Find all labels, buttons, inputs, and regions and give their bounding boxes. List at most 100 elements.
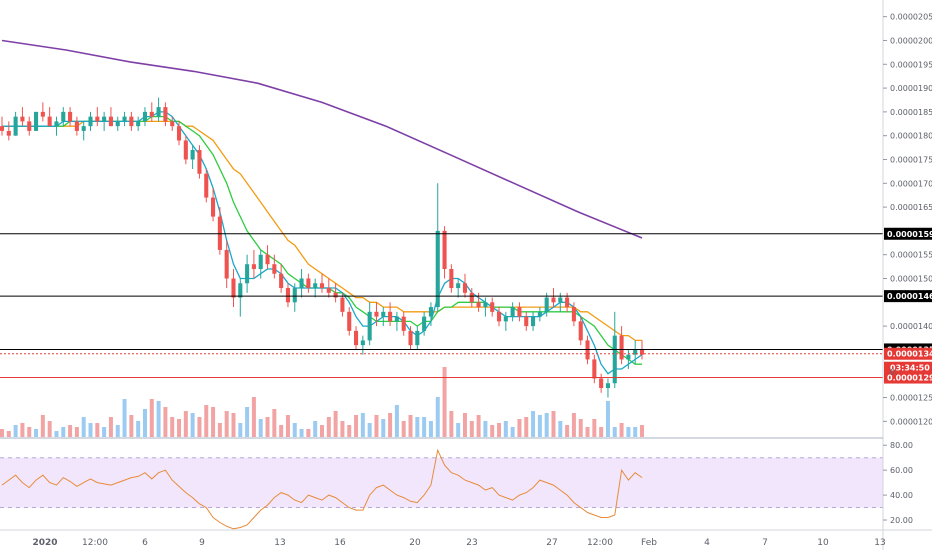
candle-body xyxy=(149,111,154,117)
volume-bar xyxy=(149,399,154,437)
candle-body xyxy=(224,249,229,279)
volume-bar xyxy=(74,427,79,437)
volume-bar xyxy=(170,417,175,437)
volume-bar xyxy=(265,417,270,437)
volume-bar xyxy=(142,409,147,437)
volume-bar xyxy=(537,415,542,437)
time-tick-label: 23 xyxy=(466,538,477,548)
rsi-tick-label: 40.00 xyxy=(890,491,913,500)
volume-bar xyxy=(122,399,127,437)
time-tick-label: 9 xyxy=(199,538,205,548)
candle-body xyxy=(551,297,556,303)
time-tick-label: 4 xyxy=(704,538,710,548)
volume-bar xyxy=(177,419,182,437)
rsi-axis-ticks: 80.00 60.00 40.00 20.00 xyxy=(883,441,913,525)
candle-body xyxy=(612,335,617,384)
volume-bar xyxy=(0,429,4,437)
candle-body xyxy=(442,230,447,269)
volume-bar xyxy=(442,367,447,437)
volume-bar xyxy=(40,415,45,437)
volume-bar xyxy=(347,425,352,437)
candle-body xyxy=(605,383,610,389)
candle-body xyxy=(313,283,318,289)
candle-body xyxy=(490,302,495,312)
candle-body xyxy=(374,311,379,317)
candle-body xyxy=(190,149,195,160)
candle-body xyxy=(340,297,345,312)
candle-body xyxy=(183,140,188,160)
ma-200-line xyxy=(1,39,643,239)
candle-body xyxy=(476,302,481,308)
candle-body xyxy=(558,297,563,303)
candle-body xyxy=(285,288,290,303)
price-tag: 0.00001292 xyxy=(884,371,932,384)
candle-body xyxy=(156,107,161,117)
volume-bar xyxy=(374,415,379,437)
time-tick-label: Feb xyxy=(641,538,657,548)
volume-bar xyxy=(476,415,481,437)
price-tag-label: 0.00001463 xyxy=(887,292,932,301)
candle-body xyxy=(102,116,107,122)
candle-body xyxy=(517,307,522,317)
price-tag: 0.00001594 xyxy=(884,227,932,240)
candle-body xyxy=(354,330,359,346)
candle-body xyxy=(381,311,386,317)
candle-body xyxy=(306,278,311,289)
volume-bar xyxy=(6,431,11,437)
volume-bar xyxy=(367,423,372,437)
price-tag: 0.00001342 xyxy=(884,347,932,360)
time-tick-label: 10 xyxy=(817,538,829,548)
candle-body xyxy=(6,130,11,136)
candle-body xyxy=(367,311,372,341)
candle-body xyxy=(619,335,624,360)
volume-bar xyxy=(394,405,399,437)
volume-bar xyxy=(163,407,168,437)
volume-bar xyxy=(503,421,508,437)
volume-bar xyxy=(340,421,345,437)
candle-body xyxy=(204,173,209,198)
price-tick-label: 0.00001200 xyxy=(890,417,932,426)
candle-body xyxy=(571,307,576,322)
volume-bar xyxy=(197,417,202,437)
volume-bar xyxy=(190,413,195,437)
volume-bar xyxy=(102,427,107,437)
volume-bar xyxy=(381,419,386,437)
candle-body xyxy=(176,126,182,141)
volume-bar xyxy=(95,423,100,437)
candle-body xyxy=(435,230,440,308)
volume-bar xyxy=(565,425,570,437)
volume-bar xyxy=(34,429,39,437)
candle-body xyxy=(34,111,39,131)
volume-bar xyxy=(408,415,413,437)
candle-body xyxy=(599,378,604,389)
candle-body xyxy=(74,121,79,131)
candle-body xyxy=(265,254,270,265)
volume-bar xyxy=(483,421,488,437)
candle-body xyxy=(13,116,18,136)
volume-bar xyxy=(626,427,631,437)
partial-price-label: 0. xyxy=(890,368,898,377)
volume-bar xyxy=(88,423,93,437)
price-tag-bg xyxy=(884,290,932,303)
price-tag-label: 0.00001292 xyxy=(887,374,932,383)
candle-body xyxy=(544,297,549,312)
candle-body xyxy=(197,149,202,174)
volume-bar xyxy=(156,401,161,437)
time-tick-label: 16 xyxy=(334,538,346,548)
volume-bar xyxy=(27,427,32,437)
price-tag: 0.00001463 xyxy=(884,290,932,303)
volume-bar xyxy=(68,425,73,437)
horizontal-levels xyxy=(0,233,883,379)
candle-body xyxy=(238,283,243,298)
candlestick-series xyxy=(0,97,645,398)
volume-bar xyxy=(13,425,18,437)
